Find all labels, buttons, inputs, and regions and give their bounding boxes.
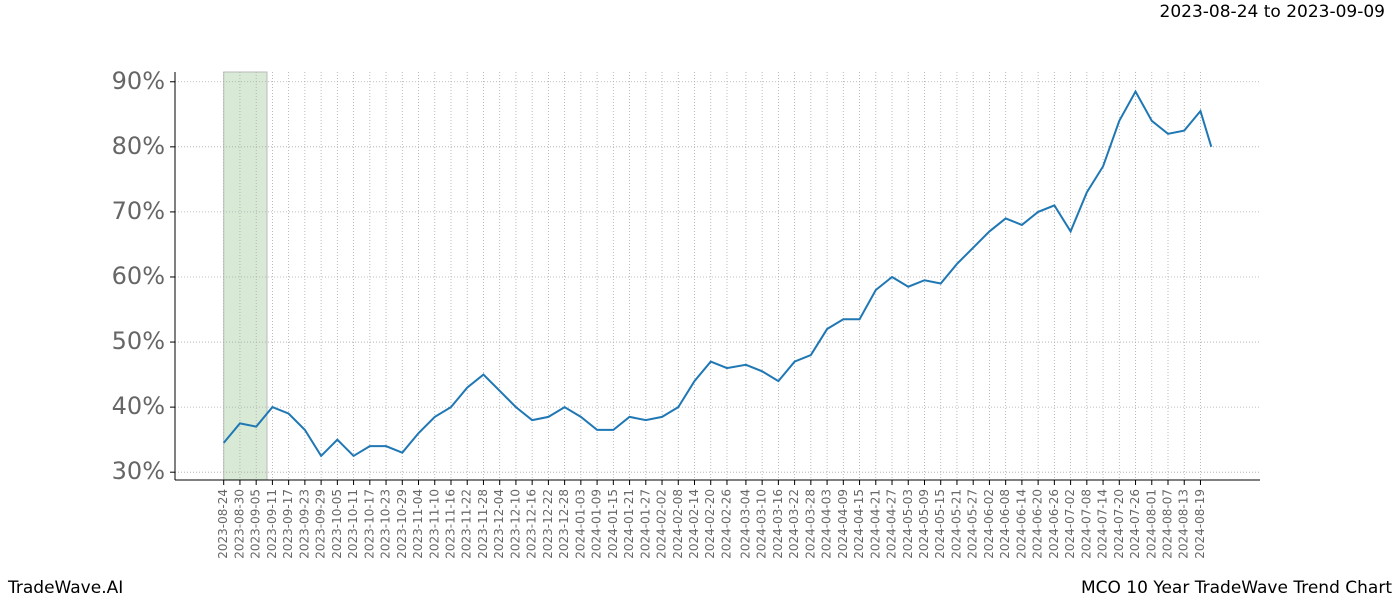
x-tick-label: 2023-09-23 (297, 489, 311, 559)
x-tick-label: 2024-03-04 (738, 489, 752, 559)
x-tick-label: 2024-07-26 (1128, 489, 1142, 559)
x-tick-label: 2024-02-02 (655, 489, 669, 559)
x-tick-label: 2023-11-22 (460, 489, 474, 559)
x-tick-label: 2023-12-22 (541, 489, 555, 559)
x-tick-label: 2023-12-10 (508, 489, 522, 559)
x-tick-label: 2024-07-20 (1112, 489, 1126, 559)
x-tick-label: 2024-08-13 (1177, 489, 1191, 559)
x-tick-label: 2024-01-21 (622, 489, 636, 559)
x-tick-label: 2024-03-28 (803, 489, 817, 559)
x-tick-label: 2024-08-19 (1193, 489, 1207, 559)
y-tick-label: 70% (112, 197, 165, 225)
x-tick-label: 2023-12-28 (557, 489, 571, 559)
y-tick-label: 30% (112, 457, 165, 485)
y-tick-label: 50% (112, 327, 165, 355)
x-tick-label: 2023-09-17 (281, 489, 295, 559)
x-tick-label: 2024-02-14 (687, 489, 701, 559)
x-tick-label: 2024-05-21 (949, 489, 963, 559)
footer-right: MCO 10 Year TradeWave Trend Chart (1081, 578, 1392, 598)
x-tick-label: 2024-03-10 (755, 489, 769, 559)
x-tick-label: 2023-10-23 (379, 489, 393, 559)
chart-title: 2023-08-24 to 2023-09-09 (1160, 2, 1385, 22)
x-tick-label: 2023-10-29 (395, 489, 409, 559)
x-tick-label: 2024-04-15 (852, 489, 866, 559)
x-tick-label: 2024-05-03 (901, 489, 915, 559)
x-tick-label: 2024-04-27 (885, 489, 899, 559)
x-tick-label: 2024-06-02 (982, 489, 996, 559)
x-tick-label: 2023-10-17 (362, 489, 376, 559)
x-tick-label: 2023-09-11 (265, 489, 279, 559)
trend-line (222, 89, 1213, 458)
x-tick-label: 2023-10-05 (330, 489, 344, 559)
y-tick-label: 40% (112, 392, 165, 420)
x-tick-label: 2024-07-14 (1096, 489, 1110, 559)
y-tick-label: 60% (112, 262, 165, 290)
x-tick-label: 2024-03-16 (771, 489, 785, 559)
footer-left: TradeWave.AI (7, 578, 123, 598)
x-tick-label: 2024-01-27 (638, 489, 652, 559)
highlight-band (223, 71, 268, 481)
x-tick-label: 2024-01-15 (606, 489, 620, 559)
x-tick-label: 2024-06-08 (998, 489, 1012, 559)
y-tick-label: 90% (112, 67, 165, 95)
x-tick-label: 2024-04-03 (820, 489, 834, 559)
x-tick-label: 2024-02-26 (719, 489, 733, 559)
x-tick-label: 2023-08-24 (216, 489, 230, 559)
x-tick-label: 2024-01-09 (590, 489, 604, 559)
x-tick-label: 2024-07-08 (1079, 489, 1093, 559)
x-tick-label: 2023-10-11 (346, 489, 360, 559)
x-tick-label: 2023-12-04 (492, 489, 506, 559)
x-tick-label: 2023-09-05 (249, 489, 263, 559)
x-tick-label: 2023-11-16 (443, 489, 457, 559)
x-tick-label: 2023-08-30 (232, 489, 246, 559)
x-tick-label: 2023-09-29 (314, 489, 328, 559)
y-tick-label: 80% (112, 132, 165, 160)
x-tick-label: 2024-05-15 (933, 489, 947, 559)
x-tick-label: 2024-07-02 (1063, 489, 1077, 559)
x-tick-label: 2024-06-14 (1014, 489, 1028, 559)
x-tick-label: 2024-04-21 (868, 489, 882, 559)
x-tick-label: 2023-11-04 (411, 489, 425, 559)
x-tick-label: 2024-05-27 (966, 489, 980, 559)
x-tick-label: 2024-04-09 (836, 489, 850, 559)
x-tick-label: 2024-03-22 (787, 489, 801, 559)
x-tick-label: 2024-02-08 (671, 489, 685, 559)
x-tick-label: 2024-01-03 (573, 489, 587, 559)
x-tick-label: 2023-11-28 (476, 489, 490, 559)
x-tick-label: 2024-08-07 (1161, 489, 1175, 559)
x-tick-label: 2023-11-10 (427, 489, 441, 559)
x-tick-label: 2024-02-20 (703, 489, 717, 559)
x-tick-label: 2024-06-20 (1031, 489, 1045, 559)
x-tick-label: 2024-06-26 (1047, 489, 1061, 559)
x-tick-label: 2024-08-01 (1144, 489, 1158, 559)
x-tick-label: 2024-05-09 (917, 489, 931, 559)
x-tick-label: 2023-12-16 (525, 489, 539, 559)
